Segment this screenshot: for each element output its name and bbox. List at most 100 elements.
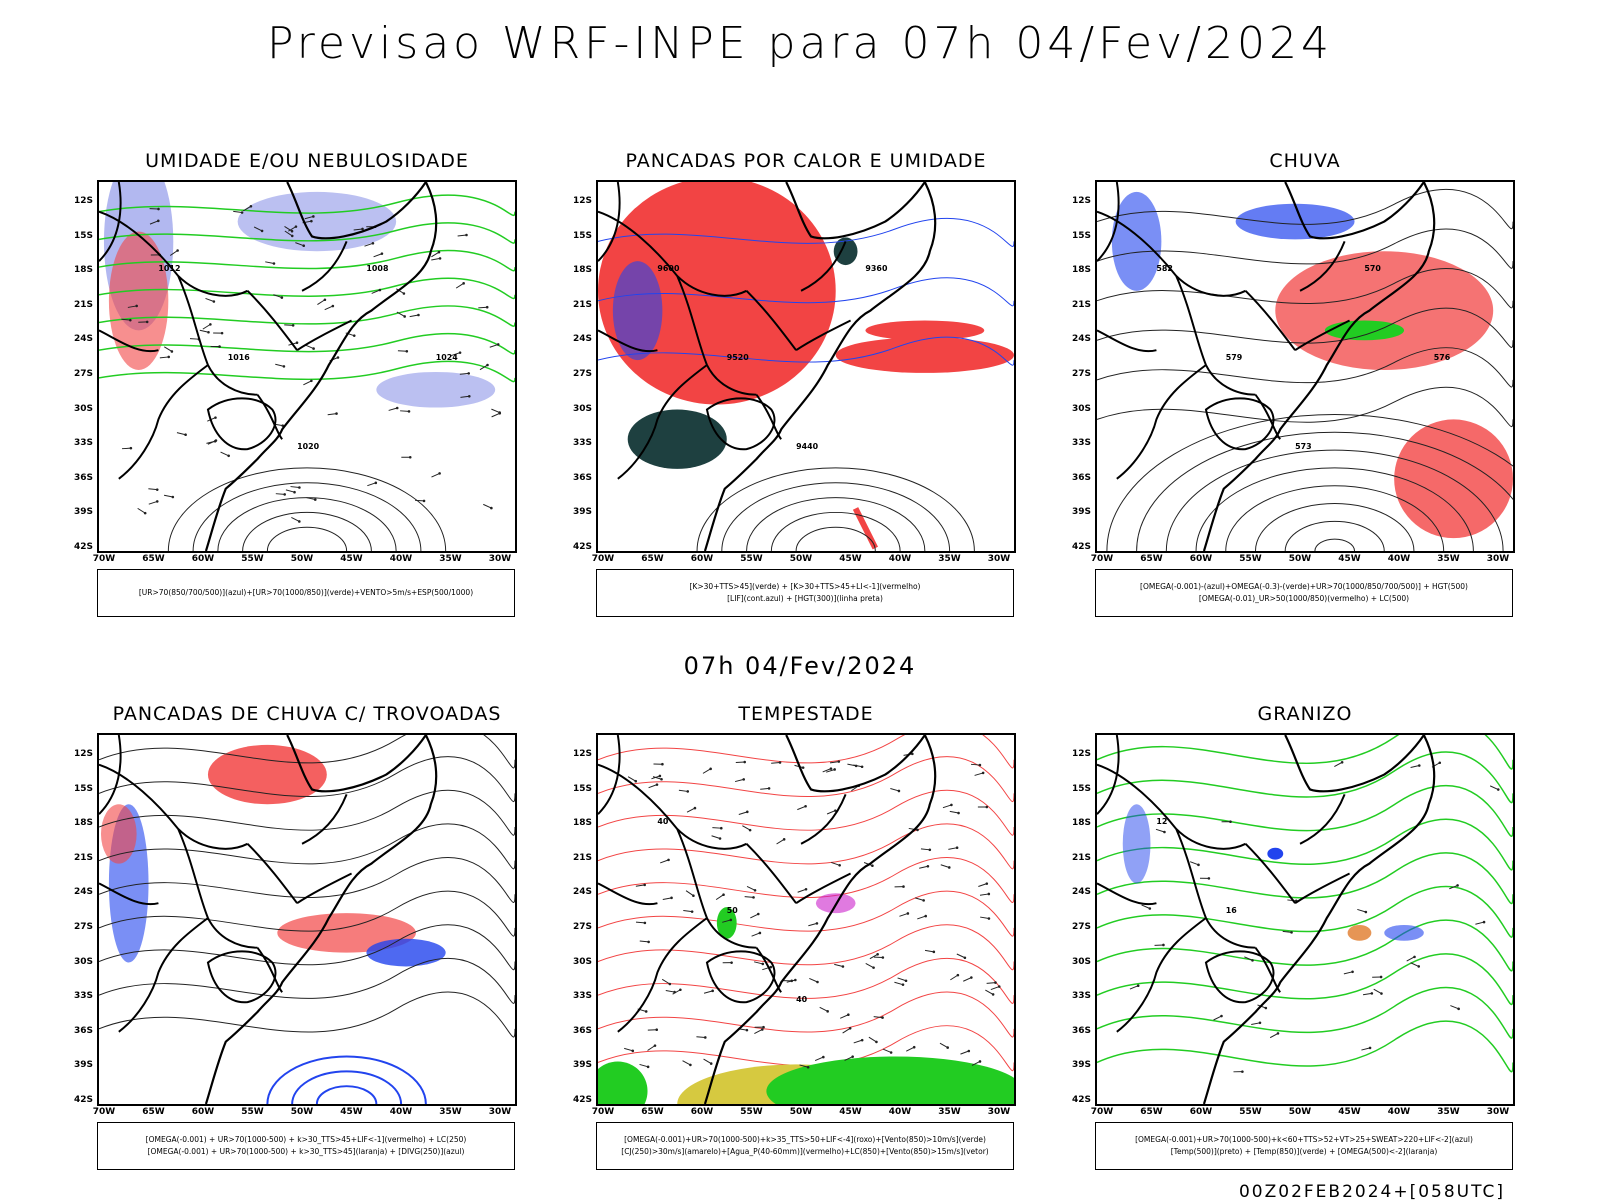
legend-line: [OMEGA(-0.001)-(azul)+OMEGA(-0.3)-(verde…: [1096, 581, 1512, 593]
legend-box-3: [OMEGA(-0.001)-(azul)+OMEGA(-0.3)-(verde…: [1095, 569, 1513, 617]
lon-tick-label: 30W: [984, 1107, 1014, 1117]
lat-tick-label: 12S: [1063, 196, 1091, 206]
lat-tick-label: 33S: [65, 991, 93, 1001]
lat-tick-label: 24S: [564, 887, 592, 897]
coastline: [705, 735, 935, 1104]
lon-tick-label: 55W: [238, 554, 268, 564]
lon-tick-label: 55W: [1236, 1107, 1266, 1117]
lon-tick-label: 35W: [935, 1107, 965, 1117]
panel-title-6: GRANIZO: [1095, 703, 1515, 725]
lon-tick-label: 30W: [984, 554, 1014, 564]
lat-tick-label: 39S: [65, 1060, 93, 1070]
lat-tick-label: 15S: [564, 784, 592, 794]
panel-title-2: PANCADAS POR CALOR E UMIDADE: [596, 150, 1016, 172]
lon-tick-label: 60W: [1186, 1107, 1216, 1117]
lat-tick-label: 24S: [1063, 334, 1091, 344]
forecast-map-4: [97, 733, 517, 1106]
legend-line: [OMEGA(-0.001) + UR>70(1000-500) + k>30_…: [98, 1146, 514, 1158]
legend-line: [CJ(250)>30m/s](amarelo)+[Agua_P(40-60mm…: [597, 1146, 1013, 1158]
lat-tick-label: 42S: [65, 542, 93, 552]
lon-tick-label: 40W: [386, 1107, 416, 1117]
lat-tick-label: 21S: [564, 853, 592, 863]
legend-box-4: [OMEGA(-0.001) + UR>70(1000-500) + k>30_…: [97, 1122, 515, 1170]
country-borders: [598, 735, 851, 1032]
contour-label: 9440: [796, 442, 819, 451]
lat-tick-label: 33S: [564, 438, 592, 448]
contour-label: 40: [657, 817, 669, 826]
lon-tick-label: 70W: [89, 1107, 119, 1117]
lat-tick-label: 15S: [1063, 784, 1091, 794]
lon-tick-label: 65W: [638, 1107, 668, 1117]
lat-tick-label: 36S: [65, 1026, 93, 1036]
lon-tick-label: 60W: [188, 1107, 218, 1117]
legend-line: [Temp(500)](preto) + [Temp(850)](verde) …: [1096, 1146, 1512, 1158]
lat-tick-label: 27S: [1063, 369, 1091, 379]
lon-tick-label: 65W: [638, 554, 668, 564]
lon-tick-label: 50W: [1285, 554, 1315, 564]
panel-title-1: UMIDADE E/OU NEBULOSIDADE: [97, 150, 517, 172]
lat-tick-label: 30S: [1063, 957, 1091, 967]
lat-tick-label: 24S: [1063, 887, 1091, 897]
lat-tick-label: 27S: [65, 369, 93, 379]
legend-line: [UR>70(850/700/500)](azul)+[UR>70(1000/8…: [98, 587, 514, 599]
contour-label: 1024: [436, 353, 459, 362]
lat-tick-label: 21S: [65, 853, 93, 863]
lat-tick-label: 36S: [1063, 1026, 1091, 1036]
lon-tick-label: 65W: [139, 1107, 169, 1117]
lat-tick-label: 27S: [1063, 922, 1091, 932]
lon-tick-label: 65W: [1137, 1107, 1167, 1117]
legend-box-5: [OMEGA(-0.001)+UR>70(1000-500)+k>35_TTS>…: [596, 1122, 1014, 1170]
lat-tick-label: 33S: [564, 991, 592, 1001]
lat-tick-label: 12S: [564, 749, 592, 759]
legend-line: [OMEGA(-0.01)_UR>50(1000/850)(vermelho) …: [1096, 593, 1512, 605]
page-title: Previsao WRF-INPE para 07h 04/Fev/2024: [0, 18, 1600, 69]
lon-tick-label: 35W: [436, 1107, 466, 1117]
lon-tick-label: 35W: [1434, 1107, 1464, 1117]
lat-tick-label: 21S: [564, 300, 592, 310]
lon-tick-label: 55W: [1236, 554, 1266, 564]
lat-tick-label: 39S: [1063, 507, 1091, 517]
lon-tick-label: 65W: [139, 554, 169, 564]
contour-label: 570: [1364, 264, 1381, 273]
coastline: [1204, 735, 1434, 1104]
contour-label: 40: [796, 995, 808, 1004]
legend-box-1: [UR>70(850/700/500)](azul)+[UR>70(1000/8…: [97, 569, 515, 617]
panel-title-4: PANCADAS DE CHUVA C/ TROVOADAS: [97, 703, 517, 725]
legend-line: [OMEGA(-0.001)+UR>70(1000-500)+k<60+TTS>…: [1096, 1134, 1512, 1146]
lon-tick-label: 45W: [337, 1107, 367, 1117]
lat-tick-label: 36S: [65, 473, 93, 483]
lon-tick-label: 35W: [935, 554, 965, 564]
lon-tick-label: 40W: [885, 1107, 915, 1117]
lat-tick-label: 15S: [65, 231, 93, 241]
lon-tick-label: 40W: [885, 554, 915, 564]
lat-tick-label: 24S: [564, 334, 592, 344]
model-run-label: 00Z02FEB2024+[058UTC]: [1239, 1182, 1505, 1202]
lat-tick-label: 15S: [65, 784, 93, 794]
lon-tick-label: 70W: [1087, 1107, 1117, 1117]
legend-box-2: [K>30+TTS>45](verde) + [K>30+TTS>45+LI<-…: [596, 569, 1014, 617]
lat-tick-label: 21S: [65, 300, 93, 310]
lon-tick-label: 50W: [287, 554, 317, 564]
lon-tick-label: 35W: [1434, 554, 1464, 564]
lat-tick-label: 12S: [65, 196, 93, 206]
contour-label: 576: [1434, 353, 1451, 362]
lat-tick-label: 33S: [1063, 438, 1091, 448]
lat-tick-label: 27S: [65, 922, 93, 932]
lat-tick-label: 18S: [65, 818, 93, 828]
lat-tick-label: 15S: [1063, 231, 1091, 241]
lat-tick-label: 39S: [564, 1060, 592, 1070]
contour-label: 1012: [158, 264, 180, 273]
lat-tick-label: 18S: [1063, 265, 1091, 275]
lat-tick-label: 42S: [65, 1095, 93, 1105]
contour-label: 579: [1226, 353, 1243, 362]
lon-tick-label: 60W: [1186, 554, 1216, 564]
lon-tick-label: 50W: [786, 554, 816, 564]
lat-tick-label: 18S: [65, 265, 93, 275]
lon-tick-label: 60W: [687, 1107, 717, 1117]
lat-tick-label: 12S: [564, 196, 592, 206]
lat-tick-label: 30S: [65, 957, 93, 967]
lat-tick-label: 36S: [1063, 473, 1091, 483]
lon-tick-label: 50W: [786, 1107, 816, 1117]
contour-label: 1016: [228, 353, 251, 362]
